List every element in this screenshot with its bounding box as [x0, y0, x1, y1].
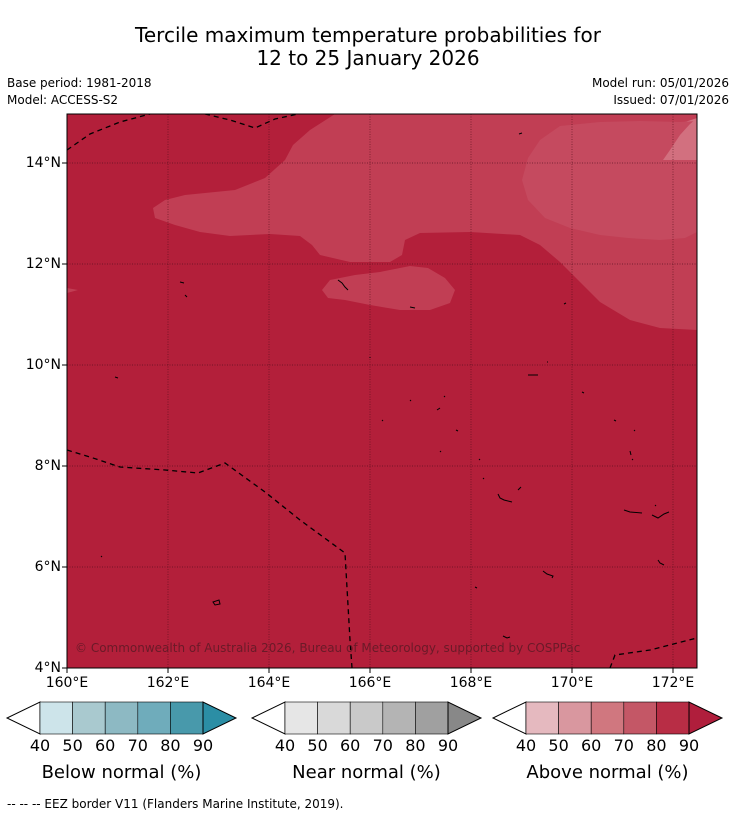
colorbar-above-box-1 [525, 701, 559, 735]
colorbar-below-tick-80: 80 [160, 736, 181, 755]
eez-footer-note: -- -- -- EEZ border V11 (Flanders Marine… [7, 797, 344, 811]
base-period: Base period: 1981-2018 [7, 76, 152, 90]
colorbar-below-tick-50: 50 [62, 736, 83, 755]
grid-lines [67, 114, 697, 668]
colorbar-below-title: Below normal (%) [41, 762, 202, 783]
colorbar-below-under-triangle [5, 701, 41, 735]
probability-map [67, 114, 697, 668]
colorbar-near-tick-70: 70 [372, 736, 393, 755]
colorbars [5, 701, 724, 735]
lat-label-10n: 10°N [25, 357, 61, 373]
colorbar-below-box-4 [137, 701, 171, 735]
colorbar-near-box-3 [349, 701, 384, 735]
colorbar-near-tick-60: 60 [340, 736, 361, 755]
colorbar-near-box-1 [284, 701, 318, 735]
lon-label-170e: 170°E [550, 675, 594, 691]
model-name: Model: ACCESS-S2 [7, 93, 119, 107]
colorbar-below-box-5 [170, 701, 204, 735]
colorbar-below-box-2 [72, 701, 106, 735]
colorbar-below-box-1 [39, 701, 73, 735]
colorbar-near-under-triangle [250, 701, 286, 735]
lon-label-168e: 168°E [449, 675, 493, 691]
colorbar-above-tick-70: 70 [613, 736, 634, 755]
colorbar-above-under-triangle [491, 701, 527, 735]
contour-70-80-edge [67, 288, 78, 293]
model-run: Model run: 05/01/2026 [591, 76, 729, 90]
eez-borders [67, 114, 697, 668]
colorbar-above-tick-50: 50 [548, 736, 569, 755]
contour-70-80-inner [522, 121, 697, 240]
colorbar-near-tick-50: 50 [307, 736, 328, 755]
colorbar-above-tick-80: 80 [646, 736, 667, 755]
chart-title-line1: Tercile maximum temperature probabilitie… [135, 23, 601, 47]
colorbar-near-tick-40: 40 [274, 736, 296, 755]
copyright-notice: © Commonwealth of Australia 2026, Bureau… [75, 641, 581, 655]
lat-label-6n: 6°N [34, 559, 61, 575]
colorbar-below-tick-90: 90 [192, 736, 214, 755]
colorbar-above-over-triangle [688, 701, 724, 735]
colorbar-above-box-5 [656, 701, 690, 735]
colorbar-near-tick-80: 80 [405, 736, 426, 755]
colorbar-above-tick-40: 40 [515, 736, 537, 755]
colorbar-below [5, 701, 238, 735]
map-ticks [62, 162, 674, 673]
colorbar-above-box-4 [623, 701, 657, 735]
contour-60-70-corner [663, 118, 697, 160]
lon-label-162e: 162°E [146, 675, 190, 691]
colorbar-near [250, 701, 483, 735]
issued-date: Issued: 07/01/2026 [613, 93, 729, 107]
lat-label-8n: 8°N [34, 458, 61, 474]
colorbar-near-title: Near normal (%) [292, 762, 441, 783]
colorbar-near-tick-90: 90 [437, 736, 459, 755]
lat-label-12n: 12°N [25, 256, 61, 272]
colorbar-above-title: Above normal (%) [526, 762, 689, 783]
lon-label-160e: 160°E [45, 675, 89, 691]
lat-label-4n: 4°N [34, 660, 61, 676]
colorbar-above [491, 701, 724, 735]
colorbar-below-tick-60: 60 [95, 736, 116, 755]
colorbar-near-box-4 [382, 701, 416, 735]
colorbar-below-over-triangle [202, 701, 238, 735]
colorbar-below-tick-40: 40 [29, 736, 51, 755]
colorbar-below-box-3 [104, 701, 139, 735]
colorbar-above-box-2 [558, 701, 592, 735]
contour-70-80-island [322, 266, 455, 310]
colorbar-near-box-2 [317, 701, 351, 735]
colorbar-near-box-5 [415, 701, 449, 735]
colorbar-above-tick-90: 90 [678, 736, 700, 755]
lon-label-164e: 164°E [247, 675, 291, 691]
colorbar-above-tick-60: 60 [581, 736, 602, 755]
lon-label-172e: 172°E [651, 675, 695, 691]
lat-label-14n: 14°N [25, 155, 61, 171]
colorbar-near-over-triangle [447, 701, 483, 735]
lon-label-166e: 166°E [348, 675, 392, 691]
islands [100, 132, 670, 639]
map-frame [66, 113, 698, 669]
chart-title-line2: 12 to 25 January 2026 [256, 46, 480, 70]
colorbar-above-box-3 [590, 701, 625, 735]
colorbar-below-tick-70: 70 [127, 736, 148, 755]
